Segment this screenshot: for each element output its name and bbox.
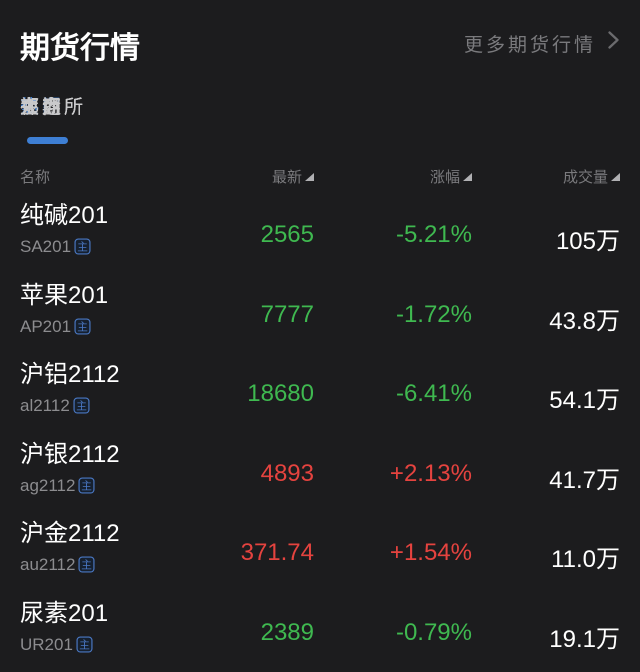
svg-text:主: 主	[82, 560, 93, 572]
svg-text:主: 主	[77, 242, 88, 254]
svg-text:主: 主	[77, 321, 88, 333]
svg-text:主: 主	[82, 480, 93, 492]
svg-text:主: 主	[76, 401, 87, 413]
svg-text:主: 主	[79, 640, 90, 652]
